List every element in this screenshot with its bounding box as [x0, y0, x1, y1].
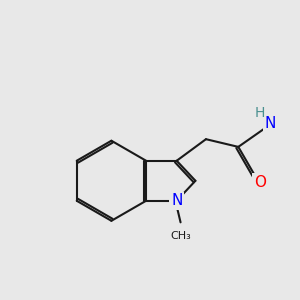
Text: CH₃: CH₃: [170, 231, 191, 241]
Text: O: O: [254, 175, 266, 190]
Text: N: N: [171, 193, 182, 208]
Text: N: N: [265, 116, 276, 131]
Text: H: H: [255, 106, 265, 120]
